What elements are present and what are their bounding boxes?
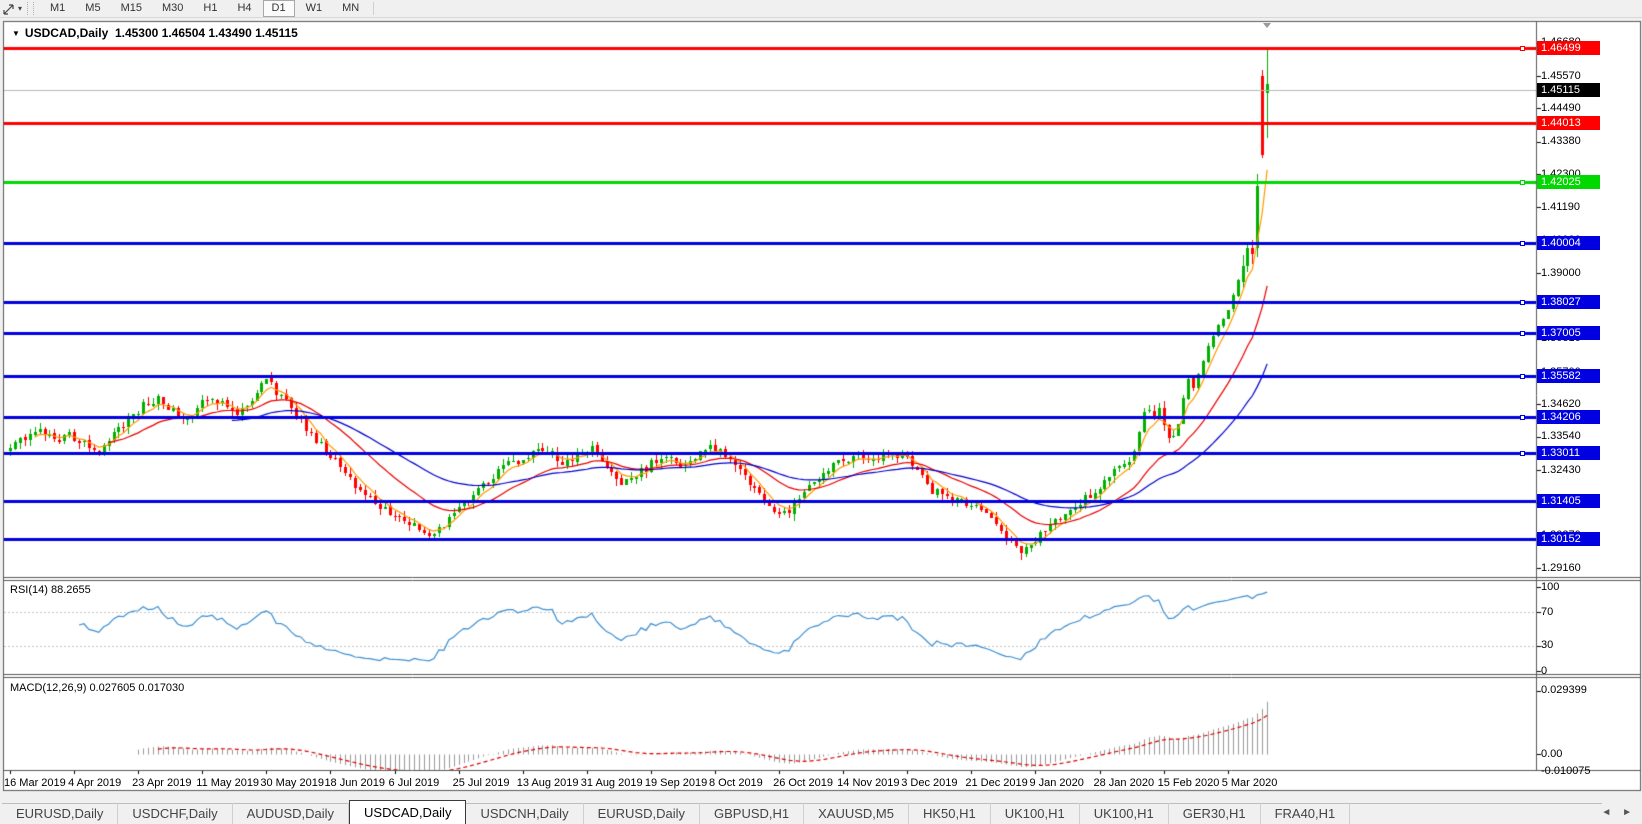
price-tick-label: 1.43380 — [1541, 135, 1581, 148]
toolbar: ▾ M1 M5 M15 M30 H1 H4 D1 W1 MN — [0, 0, 1642, 18]
price-tick-label: 1.41190 — [1541, 200, 1580, 213]
chart-tab-xauusd-m5[interactable]: XAUUSD,M5 — [804, 803, 909, 824]
date-label: 18 Jun 2019 — [324, 777, 385, 789]
price-tick-label: 1.35700 — [1541, 365, 1581, 378]
price-tick-label: 1.37920 — [1541, 299, 1581, 311]
chart-tab-eurusd-daily[interactable]: EURUSD,Daily — [584, 803, 700, 824]
date-label: 16 Mar 2019 — [4, 777, 66, 789]
date-label: 21 Dec 2019 — [965, 777, 1028, 789]
date-label: 5 Mar 2020 — [1221, 777, 1278, 789]
price-tick-label: 1.31350 — [1541, 496, 1581, 509]
date-label: 3 Dec 2019 — [901, 777, 958, 789]
rsi-tick-label: 0 — [1541, 664, 1548, 677]
date-label: 14 Nov 2019 — [837, 777, 900, 789]
price-tick-label: 1.39000 — [1541, 266, 1581, 279]
chart-tab-ger30-h1[interactable]: GER30,H1 — [1169, 803, 1261, 824]
tab-scroll-right-icon[interactable]: ► — [1622, 807, 1632, 818]
price-tick-label: 1.30270 — [1541, 528, 1581, 541]
timeframe-button-m30[interactable]: M30 — [161, 2, 184, 14]
chart-tab-usdchf-daily[interactable]: USDCHF,Daily — [118, 803, 233, 824]
chart-tab-uk100-h1[interactable]: UK100,H1 — [1080, 803, 1169, 824]
tab-scroll-arrows: ◄ ► — [1593, 807, 1632, 818]
date-label: 4 Apr 2019 — [68, 777, 122, 789]
date-label: 9 Jan 2020 — [1029, 777, 1084, 789]
macd-tick-label: -0.010075 — [1541, 764, 1591, 777]
price-tick-label: 1.45570 — [1541, 69, 1581, 82]
cursor-tool-icon[interactable] — [0, 1, 18, 16]
level-line-handle[interactable] — [1520, 300, 1525, 305]
date-label: 15 Feb 2020 — [1157, 777, 1220, 789]
price-tick-label: 1.42300 — [1541, 167, 1581, 180]
chart-shift-marker[interactable] — [1263, 23, 1271, 28]
rsi-tick-label: 30 — [1541, 639, 1554, 652]
price-tick-label: 1.46680 — [1541, 36, 1581, 49]
chart-tab-usdcad-daily[interactable]: USDCAD,Daily — [349, 800, 467, 824]
timeframe-button-mn[interactable]: MN — [342, 2, 360, 14]
date-label: 13 Aug 2019 — [516, 777, 579, 789]
chart-tab-fra40-h1[interactable]: FRA40,H1 — [1261, 803, 1351, 824]
chart-tab-hk50-h1[interactable]: HK50,H1 — [909, 803, 991, 824]
date-label: 8 Oct 2019 — [708, 777, 763, 789]
toolbar-separator — [373, 2, 375, 15]
price-tick-label: 1.33540 — [1541, 430, 1581, 443]
date-label: 23 Apr 2019 — [132, 777, 192, 789]
price-tick-label: 1.29160 — [1541, 561, 1581, 574]
level-line-handle[interactable] — [1520, 451, 1525, 456]
macd-tick-label: 0.00 — [1541, 747, 1563, 760]
timeframe-button-d1[interactable]: D1 — [262, 0, 295, 17]
date-label: 26 Oct 2019 — [773, 777, 834, 789]
price-tick-label: 1.44490 — [1541, 101, 1581, 114]
price-tick-label: 1.34620 — [1541, 398, 1581, 410]
dropdown-caret-icon[interactable]: ▾ — [18, 4, 23, 13]
date-label: 30 May 2019 — [260, 777, 324, 789]
timeframe-button-m1[interactable]: M1 — [50, 2, 66, 14]
date-label: 6 Jul 2019 — [388, 777, 440, 789]
chart-tab-eurusd-daily[interactable]: EURUSD,Daily — [2, 803, 119, 824]
timeframe-button-m15[interactable]: M15 — [120, 2, 142, 14]
chart-tab-audusd-daily[interactable]: AUDUSD,Daily — [233, 803, 350, 824]
chart-tab-bar: EURUSD,Daily USDCHF,Daily AUDUSD,Daily USDC… — [0, 792, 1642, 824]
timeframe-button-m5[interactable]: M5 — [85, 2, 101, 14]
level-line-handle[interactable] — [1520, 415, 1525, 420]
chart-tab-gbpusd-h1[interactable]: GBPUSD,H1 — [700, 803, 805, 824]
level-line-handle[interactable] — [1520, 180, 1525, 185]
level-line-handle[interactable] — [1520, 374, 1525, 379]
chart-tab-usdcnh-daily[interactable]: USDCNH,Daily — [466, 803, 584, 824]
timeframe-button-h1[interactable]: H1 — [203, 2, 218, 14]
diagonal-arrow-icon — [3, 3, 14, 15]
date-label: 25 Jul 2019 — [452, 777, 510, 789]
price-tick-label: 1.40080 — [1541, 234, 1581, 247]
macd-tick-label: 0.029399 — [1541, 684, 1587, 697]
price-tick-label: 1.36810 — [1541, 332, 1581, 345]
rsi-tick-label: 70 — [1541, 605, 1554, 618]
level-line-handle[interactable] — [1520, 46, 1525, 51]
timeframe-button-h4[interactable]: H4 — [237, 2, 252, 14]
price-tick-label: 1.32430 — [1541, 463, 1581, 476]
date-label: 31 Aug 2019 — [580, 777, 643, 789]
date-label: 11 May 2019 — [196, 777, 260, 789]
timeframe-button-w1[interactable]: W1 — [305, 2, 323, 14]
level-line-handle[interactable] — [1520, 241, 1525, 246]
level-line-handle[interactable] — [1520, 331, 1525, 336]
date-label: 19 Sep 2019 — [644, 777, 708, 789]
date-label: 28 Jan 2020 — [1093, 777, 1155, 789]
rsi-tick-label: 100 — [1541, 580, 1560, 593]
chart-tab-uk100-h1[interactable]: UK100,H1 — [991, 803, 1080, 824]
collapse-triangle-icon[interactable]: ▼ — [12, 29, 20, 38]
tab-scroll-left-icon[interactable]: ◄ — [1601, 807, 1612, 818]
toolbar-grip[interactable] — [27, 2, 35, 15]
